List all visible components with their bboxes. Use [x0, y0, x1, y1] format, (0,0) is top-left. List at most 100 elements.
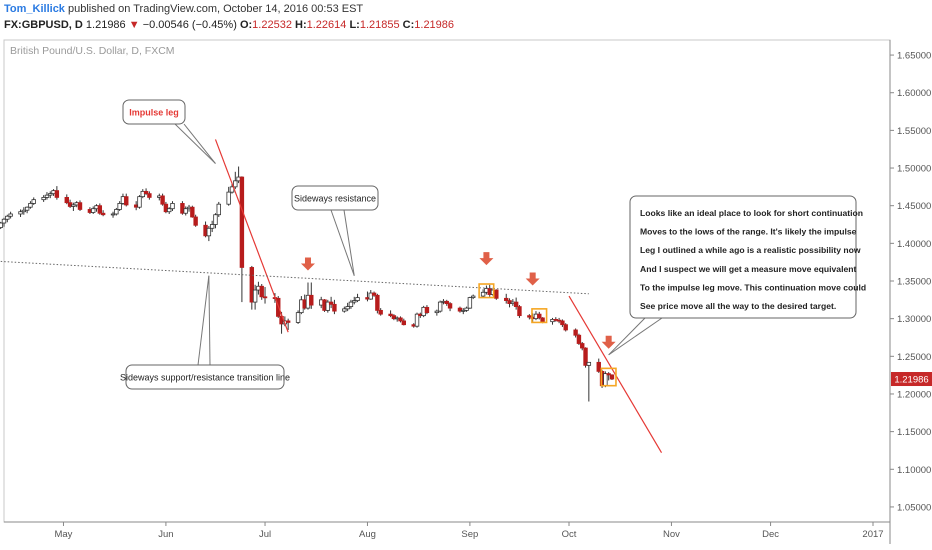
candle-body: [371, 292, 377, 296]
candle-body: [583, 347, 588, 366]
candle-body: [603, 373, 608, 387]
candle-body: [494, 289, 499, 299]
close-value: 1.21986: [414, 19, 455, 31]
candle-body: [332, 303, 337, 312]
candle-body: [97, 205, 103, 214]
y-tick-label: 1.40000: [897, 239, 931, 250]
candle-body: [345, 306, 350, 310]
y-tick-label: 1.20000: [897, 389, 931, 400]
published-text: published on TradingView.com, October 14…: [68, 3, 364, 15]
candle-body: [117, 203, 122, 210]
candle-body: [41, 197, 46, 201]
candle-body: [342, 308, 347, 312]
candle-body: [71, 204, 76, 207]
y-tick-label: 1.05000: [897, 502, 931, 513]
low-value: 1.21855: [359, 19, 400, 31]
candle-body: [573, 329, 578, 336]
y-tick-label: 1.30000: [897, 314, 931, 325]
candle-body: [24, 206, 30, 211]
impulse-leg-callout-box: [122, 99, 186, 125]
publisher-line: Tom_Killick published on TradingView.com…: [4, 3, 363, 15]
y-tick-label: 1.10000: [897, 465, 931, 476]
down-arrow-icon: [479, 252, 494, 266]
impulse-leg-callout-pointer: [183, 123, 216, 164]
candle-body: [325, 301, 331, 311]
x-tick-label: Nov: [663, 529, 680, 540]
continuation-callout-line: And I suspect we will get a measure move…: [640, 264, 856, 274]
last-price-label: 1.21986: [894, 375, 928, 386]
high-label: H:: [295, 19, 307, 31]
candle-body: [226, 191, 231, 205]
continuation-callout-pointer: [608, 317, 646, 356]
candle-body: [467, 297, 473, 309]
y-tick-label: 1.45000: [897, 201, 931, 212]
candle-body: [461, 309, 466, 312]
candle-body: [355, 297, 360, 301]
candle-body: [167, 208, 172, 213]
candle-body: [352, 300, 357, 303]
highlight-box: [600, 367, 617, 387]
candle-body: [437, 301, 443, 312]
x-tick-label: Aug: [359, 529, 376, 540]
continuation-callout-line: Moves to the lows of the range. It's lik…: [640, 227, 857, 237]
candle-body: [368, 292, 373, 300]
change-value: −0.00546 (−0.45%): [142, 19, 237, 31]
candle-body: [391, 315, 397, 320]
candle-body: [0, 222, 3, 228]
candle-body: [31, 199, 36, 204]
candle-body: [249, 267, 255, 303]
close-label: C:: [402, 19, 415, 31]
candle-body: [447, 303, 453, 309]
impulse-leg-callout-text: Impulse leg: [129, 108, 179, 118]
candle-body: [54, 190, 60, 198]
continuation-callout-line: Looks like an ideal place to look for sh…: [640, 208, 863, 218]
y-tick-label: 1.60000: [897, 88, 931, 99]
candle-body: [401, 320, 407, 326]
candle-body: [513, 301, 519, 308]
candle-body: [147, 193, 152, 198]
author-link[interactable]: Tom_Killick: [4, 3, 65, 15]
continuation-callout-box: [629, 195, 857, 319]
candle-body: [190, 206, 195, 218]
candle-body: [398, 317, 403, 322]
candle-body: [77, 202, 83, 210]
candle-body: [464, 307, 469, 311]
candle-body: [183, 208, 188, 214]
candle-body: [527, 315, 532, 318]
candle-body: [444, 300, 449, 304]
sideways-resistance-callout-pointer: [330, 209, 355, 276]
y-tick-label: 1.35000: [897, 277, 931, 288]
candle-body: [206, 227, 212, 237]
candle-body: [517, 306, 522, 317]
candle-body: [160, 195, 165, 205]
candle-body: [537, 313, 542, 319]
candle-body: [170, 203, 175, 210]
continuation-callout-line: To the impulse leg move. This continuati…: [640, 282, 866, 292]
symbol-ohlc-line: FX:GBPUSD, D 1.21986 ▼ −0.00546 (−0.45%)…: [4, 19, 454, 31]
candle-body: [348, 301, 354, 308]
candle-body: [193, 216, 198, 226]
y-tick-label: 1.50000: [897, 164, 931, 175]
low-label: L:: [349, 19, 360, 31]
impulse-leg-callout-pointer: [174, 123, 216, 164]
x-tick-label: Dec: [762, 529, 779, 540]
highlight-box: [478, 283, 495, 299]
impulse-leg-line: [214, 139, 289, 333]
candle-body: [259, 285, 264, 298]
open-value: 1.22532: [252, 19, 292, 31]
candle-body: [606, 373, 611, 376]
candle-body: [480, 291, 486, 297]
candle-body: [596, 361, 601, 372]
candle-body: [48, 193, 53, 196]
candle-body: [163, 203, 169, 213]
candle-body: [213, 214, 218, 225]
sideways-support-callout-pointer: [208, 275, 211, 366]
candle-body: [28, 203, 33, 208]
candle-body: [470, 295, 476, 298]
sideways-resistance-callout-text: Sideways resistance: [294, 194, 376, 204]
candle-body: [44, 194, 50, 198]
sideways-support-callout-pointer: [197, 275, 210, 366]
candle-body: [295, 312, 301, 323]
y-tick-label: 1.25000: [897, 352, 931, 363]
